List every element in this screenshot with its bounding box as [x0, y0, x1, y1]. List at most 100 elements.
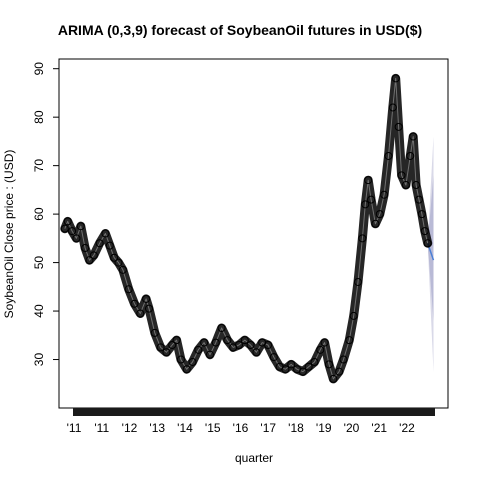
data-point — [388, 103, 397, 112]
data-point — [194, 345, 203, 354]
data-point — [240, 336, 249, 345]
data-point — [324, 360, 333, 369]
data-point — [364, 176, 373, 185]
data-point — [150, 328, 159, 337]
y-axis: 30 40 50 60 70 80 90 — [32, 62, 60, 367]
data-point — [156, 343, 165, 352]
y-tick-label: 90 — [32, 62, 46, 76]
x-axis: '11 '11 '12 '13 '14 '15 '16 '17 '18 '19 '20 '21 '22 — [67, 421, 416, 435]
y-tick-label: 40 — [32, 304, 46, 318]
x-tick-label: '11 — [67, 421, 82, 435]
y-tick-label: 70 — [32, 159, 46, 173]
data-point — [420, 227, 429, 236]
data-point — [414, 195, 423, 204]
x-axis-rug-band — [73, 408, 435, 416]
data-point — [72, 234, 81, 243]
x-tick-label: '21 — [371, 421, 387, 435]
data-point — [384, 151, 393, 160]
data-point — [401, 181, 410, 190]
data-point — [310, 357, 319, 366]
data-point — [68, 227, 77, 236]
data-point — [200, 338, 209, 347]
data-point — [89, 251, 98, 260]
y-tick-label: 30 — [32, 353, 46, 367]
x-tick-label: '20 — [344, 421, 360, 435]
forecast-band-inner — [427, 175, 434, 321]
data-point — [60, 224, 69, 233]
data-point — [371, 219, 380, 228]
series-line-highlight — [64, 77, 429, 380]
data-point — [110, 253, 119, 262]
data-point — [105, 241, 114, 250]
data-point — [412, 181, 421, 190]
data-point — [316, 345, 325, 354]
data-point — [76, 222, 85, 231]
data-point — [211, 338, 220, 347]
data-point — [358, 234, 367, 243]
data-point — [409, 132, 418, 141]
data-point — [406, 151, 415, 160]
x-tick-label: '11 — [94, 421, 109, 435]
data-point — [234, 340, 243, 349]
data-point — [287, 360, 296, 369]
data-point — [380, 190, 389, 199]
data-point — [264, 340, 273, 349]
data-point — [298, 367, 307, 376]
data-point — [423, 239, 432, 248]
y-tick-label: 60 — [32, 207, 46, 221]
data-point — [118, 265, 127, 274]
data-point — [354, 277, 363, 286]
y-axis-title: SoybeanOil Close price : (USD) — [2, 150, 16, 319]
data-point — [281, 365, 290, 374]
x-tick-label: '17 — [260, 421, 276, 435]
data-point — [205, 350, 214, 359]
x-tick-label: '12 — [122, 421, 138, 435]
data-point — [345, 336, 354, 345]
data-point — [335, 367, 344, 376]
chart-title: ARIMA (0,3,9) forecast of SoybeanOil fut… — [58, 22, 422, 38]
data-point — [339, 355, 348, 364]
series-line-heavy — [60, 73, 433, 384]
data-point — [375, 210, 384, 219]
data-point — [417, 210, 426, 219]
x-tick-label: '14 — [177, 421, 193, 435]
data-point — [391, 74, 400, 83]
data-point — [223, 336, 232, 345]
x-axis-title: quarter — [235, 451, 273, 465]
data-point — [246, 340, 255, 349]
data-point — [361, 200, 370, 209]
data-point — [367, 195, 376, 204]
data-point — [101, 229, 110, 238]
data-point — [124, 285, 133, 294]
x-axis-rug — [73, 408, 435, 416]
data-point — [320, 338, 329, 347]
data-point — [394, 122, 403, 131]
data-point — [329, 374, 338, 383]
data-point — [349, 311, 358, 320]
data-point — [188, 357, 197, 366]
x-tick-label: '22 — [399, 421, 415, 435]
data-point — [269, 353, 278, 362]
data-point — [81, 244, 90, 253]
data-point — [162, 348, 171, 357]
data-point — [114, 258, 123, 267]
x-tick-label: '15 — [205, 421, 221, 435]
data-point — [172, 336, 181, 345]
data-point — [217, 324, 226, 333]
data-point — [304, 362, 313, 371]
data-point — [176, 355, 185, 364]
data-point — [85, 256, 94, 265]
data-point — [252, 348, 261, 357]
x-tick-label: '13 — [149, 421, 165, 435]
data-point — [168, 340, 177, 349]
data-point — [136, 309, 145, 318]
series-layer — [60, 73, 433, 384]
x-tick-label: '19 — [316, 421, 332, 435]
data-point — [130, 299, 139, 308]
data-point — [95, 239, 104, 248]
x-tick-label: '18 — [288, 421, 304, 435]
data-point — [142, 294, 151, 303]
data-point — [63, 217, 72, 226]
